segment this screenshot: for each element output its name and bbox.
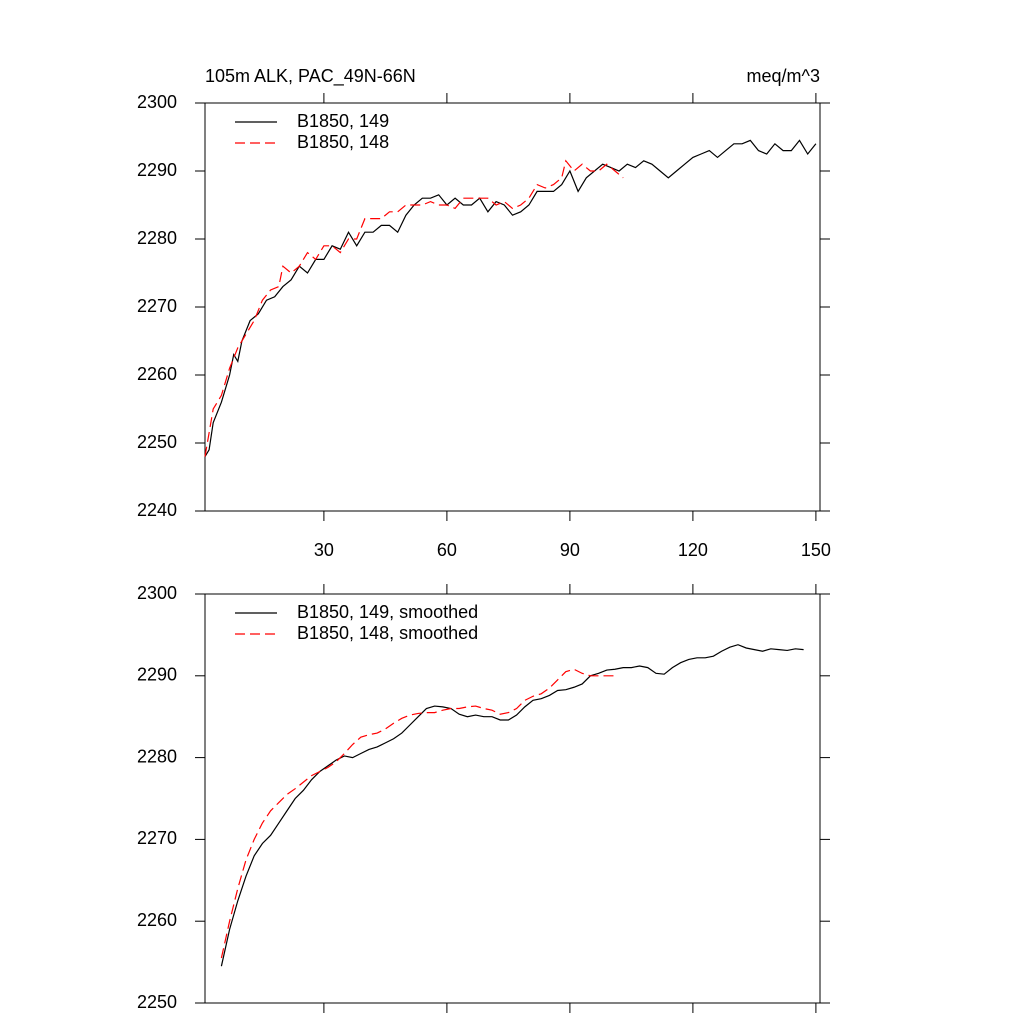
y-tick-label: 2260 [137,364,177,384]
y-tick-label: 2300 [137,92,177,112]
plot-frame [204,593,821,1004]
series-line [220,668,615,959]
x-tick-label: 150 [801,540,831,560]
legend-label: B1850, 148, smoothed [297,623,478,643]
y-tick-label: 2290 [137,160,177,180]
legend-label: B1850, 149, smoothed [297,602,478,622]
y-tick-label: 2270 [137,296,177,316]
x-tick-label: 120 [678,540,708,560]
y-tick-label: 2250 [137,992,177,1012]
units-label: meq/m^3 [747,66,820,86]
series-line [204,139,817,457]
y-tick-label: 2300 [137,583,177,603]
x-tick-label: 60 [437,540,457,560]
series-line [220,644,804,967]
y-tick-label: 2240 [137,500,177,520]
x-tick-label: 30 [314,540,334,560]
chart-title: 105m ALK, PAC_49N-66N [205,66,416,87]
y-tick-label: 2280 [137,228,177,248]
legend-label: B1850, 149 [297,111,389,131]
legend-label: B1850, 148 [297,132,389,152]
x-tick-label: 90 [560,540,580,560]
plot-frame [204,102,821,512]
series-line [204,159,624,457]
y-tick-label: 2260 [137,910,177,930]
y-tick-label: 2290 [137,665,177,685]
y-tick-label: 2280 [137,746,177,766]
y-tick-label: 2250 [137,432,177,452]
y-tick-label: 2270 [137,828,177,848]
